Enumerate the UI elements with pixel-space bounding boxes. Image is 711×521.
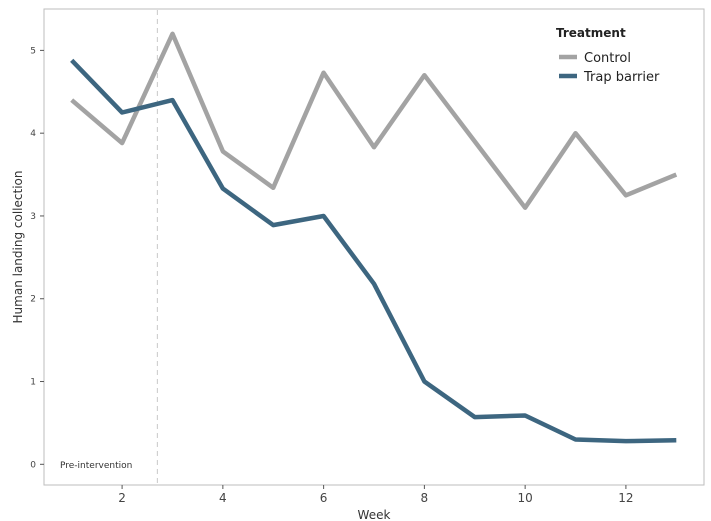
y-tick-label: 5	[30, 46, 36, 56]
plot-panel	[43, 8, 705, 486]
y-tick-label: 4	[30, 129, 36, 139]
x-tick-label: 2	[118, 491, 126, 505]
x-tick-label: 6	[320, 491, 328, 505]
x-axis-title: Week	[358, 508, 391, 521]
x-tick-label: 12	[618, 491, 633, 505]
legend-label: Control	[584, 51, 631, 66]
x-axis-ticks: 2 4 6 8 10 12	[118, 485, 634, 505]
x-tick-label: 4	[219, 491, 227, 505]
y-tick-label: 0	[30, 460, 36, 470]
series-line-control	[70, 31, 678, 210]
pre-intervention-label: Pre-intervention	[60, 461, 132, 471]
legend-items: Control Trap barrier	[559, 51, 660, 85]
legend: Treatment Control Trap barrier	[556, 26, 660, 85]
x-tick-label: 10	[518, 491, 533, 505]
series-lines	[70, 31, 678, 444]
y-axis-ticks: 0 1 2 3 4 5	[30, 46, 44, 470]
y-tick-label: 1	[30, 378, 36, 388]
series-line-trap-barrier	[70, 58, 677, 444]
y-tick-label: 2	[30, 295, 36, 305]
x-tick-label: 8	[421, 491, 429, 505]
legend-label: Trap barrier	[583, 70, 660, 85]
y-axis-title: Human landing collection	[11, 171, 25, 324]
y-tick-label: 3	[30, 212, 36, 222]
legend-title: Treatment	[556, 26, 626, 40]
